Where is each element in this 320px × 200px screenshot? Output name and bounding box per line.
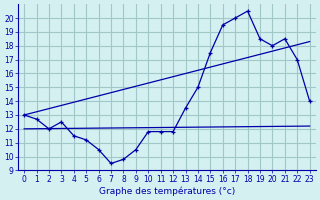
X-axis label: Graphe des températures (°c): Graphe des températures (°c)	[99, 186, 235, 196]
